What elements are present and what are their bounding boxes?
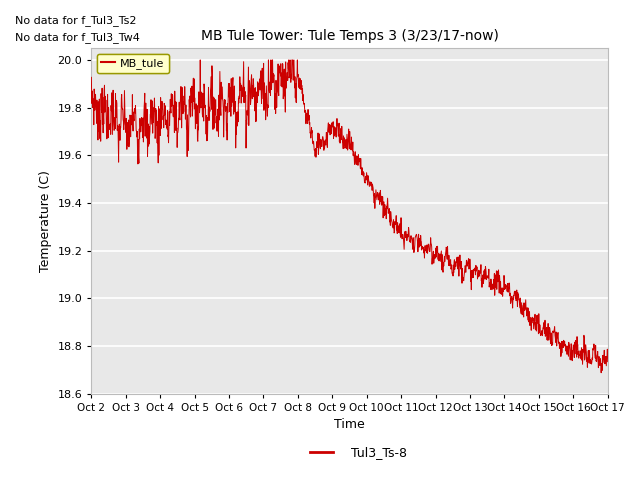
- Text: No data for f_Tul3_Tw4: No data for f_Tul3_Tw4: [15, 32, 140, 43]
- Y-axis label: Temperature (C): Temperature (C): [39, 170, 52, 272]
- Legend:   Tul3_Ts-8: Tul3_Ts-8: [305, 441, 412, 464]
- X-axis label: Time: Time: [334, 419, 365, 432]
- Text: No data for f_Tul3_Ts2: No data for f_Tul3_Ts2: [15, 15, 136, 26]
- Legend: MB_tule: MB_tule: [97, 54, 169, 73]
- Title: MB Tule Tower: Tule Temps 3 (3/23/17-now): MB Tule Tower: Tule Temps 3 (3/23/17-now…: [200, 29, 499, 43]
